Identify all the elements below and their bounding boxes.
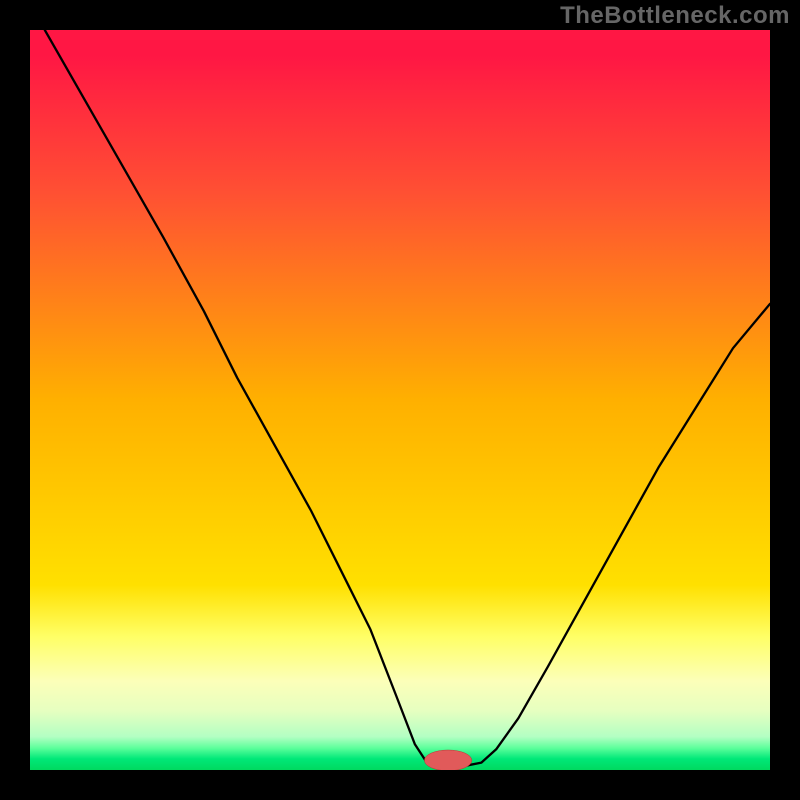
chart-frame: TheBottleneck.com	[0, 0, 800, 800]
plot-area	[30, 30, 770, 770]
watermark-text: TheBottleneck.com	[560, 2, 790, 30]
optimum-marker	[424, 750, 471, 770]
plot-svg	[30, 30, 770, 770]
gradient-background	[30, 30, 770, 770]
